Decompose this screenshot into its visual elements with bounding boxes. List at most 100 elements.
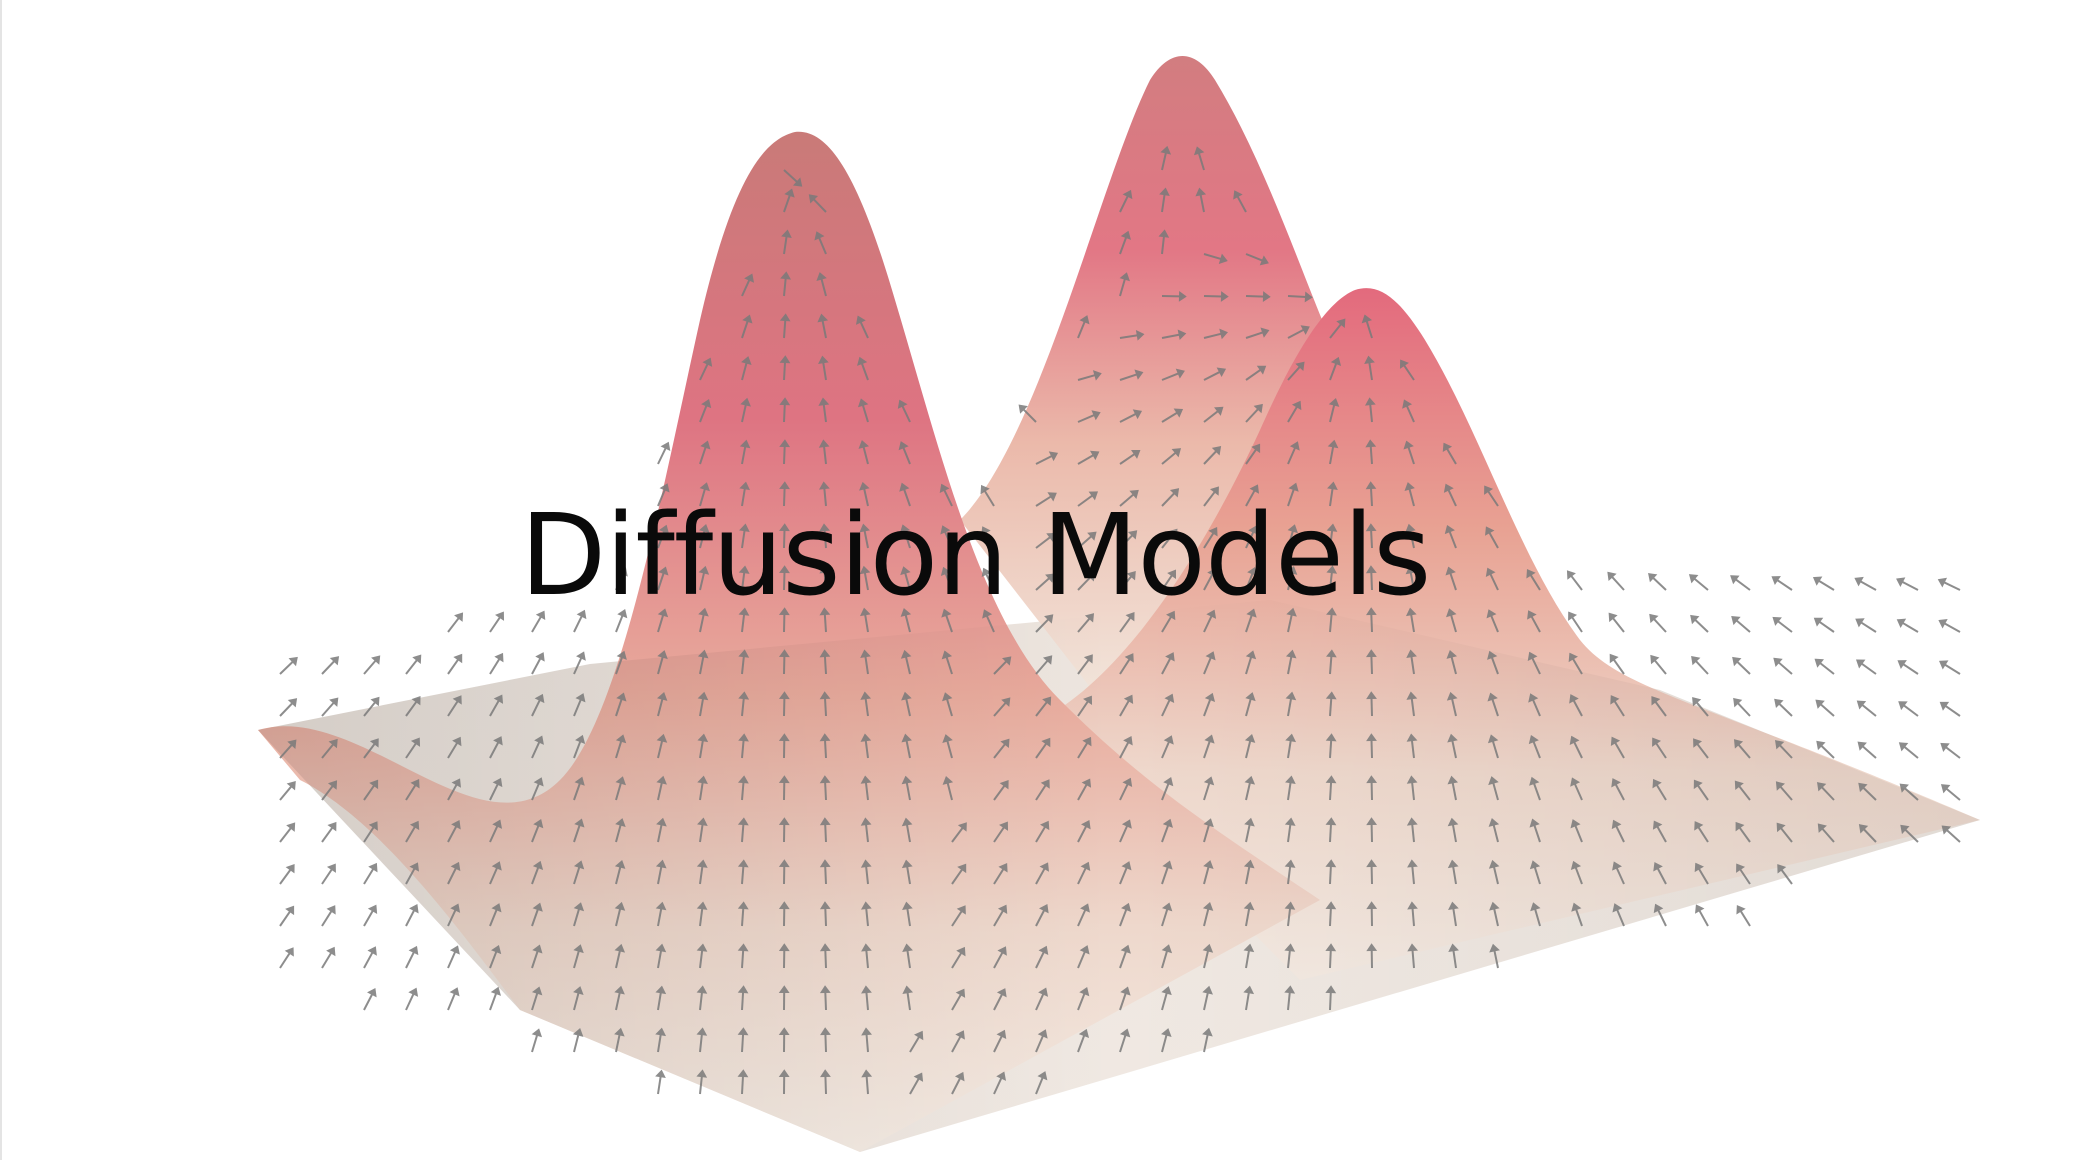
vector-arrowhead bbox=[999, 821, 1009, 831]
vector-arrow bbox=[741, 613, 746, 633]
vector-arrowhead bbox=[1088, 491, 1099, 501]
vector-arrowhead bbox=[1569, 694, 1579, 704]
vector-arrowhead bbox=[819, 649, 831, 658]
vector-arrowhead bbox=[615, 818, 626, 827]
vector-arrow bbox=[783, 403, 786, 423]
vector-arrowhead bbox=[901, 817, 913, 827]
vector-arrow bbox=[993, 868, 1005, 885]
vector-arrow bbox=[1035, 784, 1047, 801]
vector-arrow bbox=[699, 363, 709, 381]
vector-arrow bbox=[1861, 703, 1877, 717]
vector-arrow bbox=[1329, 697, 1333, 717]
vector-arrow bbox=[993, 1077, 1003, 1095]
vector-arrowhead bbox=[1610, 695, 1620, 705]
vector-arrowhead bbox=[1489, 901, 1500, 911]
vector-arrowhead bbox=[1900, 824, 1910, 835]
vector-arrow bbox=[741, 782, 745, 801]
vector-arrow bbox=[1287, 405, 1298, 423]
vector-arrowhead bbox=[1856, 700, 1867, 710]
vector-arrow bbox=[1077, 992, 1086, 1011]
vector-arrow bbox=[1203, 866, 1210, 885]
vector-arrow bbox=[363, 868, 375, 885]
vector-arrowhead bbox=[1122, 189, 1133, 200]
vector-arrow bbox=[1859, 580, 1877, 591]
vector-arrow bbox=[741, 530, 746, 549]
slide-title: Diffusion Models bbox=[520, 491, 1431, 621]
vector-arrowhead bbox=[1284, 859, 1296, 868]
vector-arrowhead bbox=[1734, 780, 1744, 790]
vector-arrowhead bbox=[1325, 985, 1337, 994]
vector-arrow bbox=[1736, 660, 1751, 675]
vector-arrowhead bbox=[1650, 654, 1660, 665]
vector-arrowhead bbox=[614, 943, 626, 953]
vector-arrowhead bbox=[411, 695, 421, 706]
vector-arrowhead bbox=[778, 775, 790, 784]
vector-arrowhead bbox=[1084, 613, 1095, 623]
vector-arrowhead bbox=[1649, 613, 1659, 624]
vector-arrowhead bbox=[902, 901, 913, 910]
vector-arrowhead bbox=[857, 356, 868, 366]
vector-arrowhead bbox=[1165, 652, 1175, 662]
vector-arrowhead bbox=[900, 608, 912, 617]
vector-arrow bbox=[1287, 740, 1292, 759]
vector-arrowhead bbox=[327, 780, 338, 790]
vector-arrowhead bbox=[1731, 615, 1741, 626]
vector-arrowhead bbox=[1202, 901, 1214, 911]
vector-arrow bbox=[279, 952, 291, 969]
vector-arrow bbox=[1203, 657, 1212, 675]
vector-arrowhead bbox=[1207, 568, 1217, 578]
vector-arrow bbox=[993, 743, 1006, 759]
vector-arrow bbox=[993, 909, 1004, 927]
vector-arrow bbox=[823, 488, 827, 507]
vector-arrowhead bbox=[1407, 859, 1418, 868]
vector-arrow bbox=[405, 742, 417, 759]
vector-arrowhead bbox=[1193, 146, 1205, 156]
vector-arrowhead bbox=[285, 863, 295, 874]
vector-arrowhead bbox=[860, 649, 871, 658]
vector-arrow bbox=[657, 782, 663, 801]
vector-arrowhead bbox=[1402, 399, 1413, 409]
vector-arrowhead bbox=[737, 859, 749, 868]
vector-arrow bbox=[1492, 866, 1499, 885]
vector-arrowhead bbox=[1209, 486, 1219, 496]
vector-arrowhead bbox=[1445, 566, 1456, 576]
vector-arrowhead bbox=[286, 780, 296, 791]
vector-arrowhead bbox=[655, 901, 667, 911]
vector-arrow bbox=[657, 614, 665, 633]
vector-arrow bbox=[699, 1075, 703, 1095]
vector-arrowhead bbox=[778, 691, 790, 700]
vector-arrowhead bbox=[573, 986, 584, 995]
vector-arrowhead bbox=[1125, 611, 1135, 622]
vector-arrowhead bbox=[288, 656, 298, 667]
vector-arrowhead bbox=[1816, 782, 1827, 792]
vector-arrowhead bbox=[1175, 368, 1185, 379]
vector-arrowhead bbox=[1938, 618, 1948, 629]
vector-arrow bbox=[657, 1034, 662, 1053]
vector-arrow bbox=[699, 488, 706, 507]
vector-arrow bbox=[1574, 866, 1583, 885]
vector-arrowhead bbox=[1083, 654, 1093, 664]
vector-arrowhead bbox=[1691, 655, 1701, 666]
vector-arrow bbox=[699, 404, 708, 423]
vector-arrow bbox=[573, 657, 583, 675]
vector-arrowhead bbox=[1048, 451, 1059, 462]
vector-arrowhead bbox=[617, 567, 628, 577]
vector-arrow bbox=[1077, 742, 1089, 759]
vector-arrowhead bbox=[1610, 736, 1621, 747]
vector-arrow bbox=[1451, 698, 1457, 717]
vector-arrowhead bbox=[1364, 355, 1375, 364]
vector-arrow bbox=[1902, 704, 1919, 717]
vector-arrowhead bbox=[1245, 650, 1257, 660]
vector-arrowhead bbox=[1233, 190, 1243, 200]
vector-arrowhead bbox=[615, 776, 626, 786]
vector-arrow bbox=[615, 573, 625, 591]
vector-arrow bbox=[321, 785, 334, 801]
vector-arrow bbox=[1451, 824, 1457, 843]
vector-arrow bbox=[1780, 868, 1793, 885]
vector-arrow bbox=[1945, 787, 1961, 801]
vector-arrow bbox=[1077, 783, 1088, 801]
vector-arrowhead bbox=[1568, 611, 1578, 621]
vector-arrow bbox=[489, 950, 498, 969]
vector-arrowhead bbox=[1124, 653, 1134, 663]
vector-arrowhead bbox=[1692, 697, 1702, 707]
